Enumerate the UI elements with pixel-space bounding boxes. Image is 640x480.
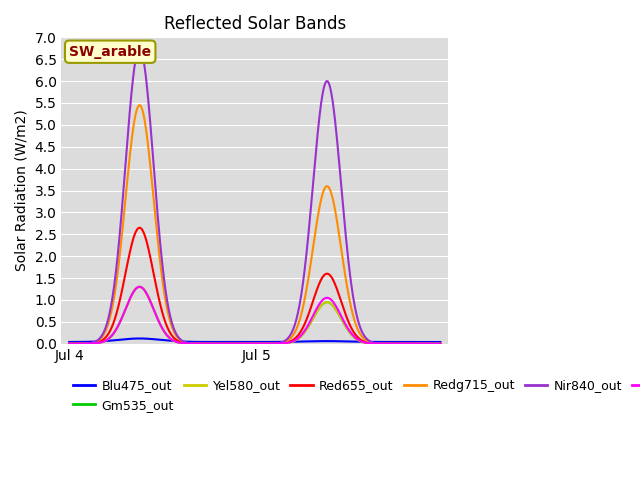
Y-axis label: Solar Radiation (W/m2): Solar Radiation (W/m2) xyxy=(15,109,29,271)
Text: SW_arable: SW_arable xyxy=(69,45,151,59)
Legend: Blu475_out, Gm535_out, Yel580_out, Red655_out, Redg715_out, Nir840_out, Nir945_o: Blu475_out, Gm535_out, Yel580_out, Red65… xyxy=(68,374,640,417)
Title: Reflected Solar Bands: Reflected Solar Bands xyxy=(164,15,346,33)
